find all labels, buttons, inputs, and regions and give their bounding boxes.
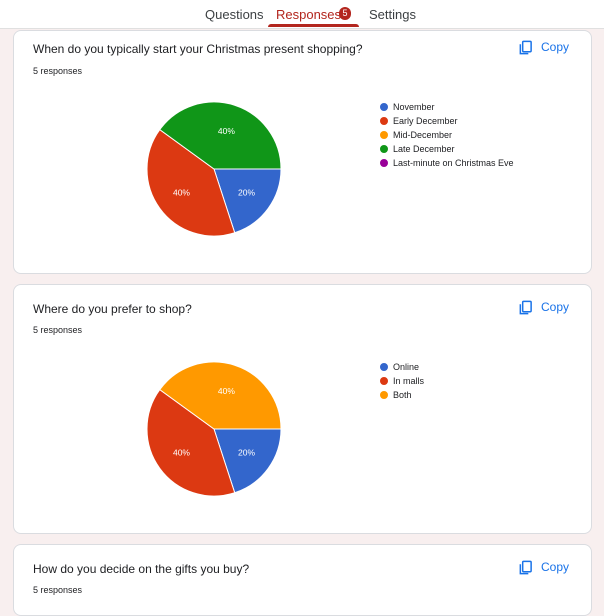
response-count: 5 responses <box>33 66 83 76</box>
response-count: 5 responses <box>33 325 83 335</box>
legend-swatch <box>380 391 388 399</box>
legend-swatch <box>380 103 388 111</box>
legend-swatch <box>380 363 388 371</box>
copy-icon <box>519 40 532 54</box>
legend-label: Late December <box>393 144 455 154</box>
pie-slice-both <box>159 361 282 430</box>
copy-chart-button[interactable]: Copy <box>518 298 578 316</box>
legend-item-online: Online <box>380 360 424 374</box>
copy-label: Copy <box>541 40 570 54</box>
top-tab-bar: Questions Responses 5 Settings <box>0 0 604 29</box>
tab-responses[interactable]: Responses <box>276 7 342 22</box>
legend-item-november: November <box>380 100 514 114</box>
legend-item-in-malls: In malls <box>380 374 424 388</box>
copy-icon <box>519 300 532 314</box>
legend-label: Both <box>393 390 412 400</box>
copy-chart-button[interactable]: Copy <box>518 38 578 56</box>
question-title: How do you decide on the gifts you buy? <box>33 562 250 576</box>
legend-label: In malls <box>393 376 425 386</box>
question-title: When do you typically start your Christm… <box>33 42 363 56</box>
pie-data-label-in-malls: 40% <box>173 448 190 458</box>
responses-count-badge: 5 <box>339 7 351 20</box>
pie-data-label-november: 20% <box>238 188 255 198</box>
pie-slice-early-december <box>146 128 236 237</box>
legend-label: November <box>393 102 435 112</box>
response-count: 5 responses <box>33 585 83 595</box>
pie-data-label-late-december: 40% <box>218 126 235 136</box>
question-card-2: Where do you prefer to shop? 5 responses… <box>13 284 592 534</box>
legend-item-late-december: Late December <box>380 142 514 156</box>
legend-swatch <box>380 131 388 139</box>
copy-label: Copy <box>541 560 570 574</box>
pie-slice-online <box>213 428 282 494</box>
question-title: Where do you prefer to shop? <box>33 302 192 316</box>
legend-item-early-december: Early December <box>380 114 514 128</box>
legend-item-last-minute-on-christmas-eve: Last-minute on Christmas Eve <box>380 156 514 170</box>
pie-data-label-online: 20% <box>238 448 255 458</box>
chart-legend: Online In malls Both <box>380 360 424 402</box>
legend-label: Mid-December <box>393 130 453 140</box>
active-tab-indicator <box>268 24 359 27</box>
pie-chart-shopping-start: 20% 40% 40% <box>146 101 282 237</box>
tab-settings[interactable]: Settings <box>369 7 416 22</box>
legend-swatch <box>380 117 388 125</box>
legend-swatch <box>380 145 388 153</box>
legend-swatch <box>380 159 388 167</box>
pie-slice-in-malls <box>146 388 236 497</box>
question-card-1: When do you typically start your Christm… <box>13 30 592 274</box>
legend-label: Online <box>393 362 420 372</box>
legend-item-both: Both <box>380 388 424 402</box>
pie-slice-late-december <box>159 101 282 170</box>
copy-chart-button[interactable]: Copy <box>518 558 578 576</box>
copy-icon <box>519 560 532 574</box>
pie-chart-shop-preference: 20% 40% 40% <box>146 361 282 497</box>
legend-label: Early December <box>393 116 458 126</box>
legend-item-mid-december: Mid-December <box>380 128 514 142</box>
legend-swatch <box>380 377 388 385</box>
question-card-3: How do you decide on the gifts you buy? … <box>13 544 592 616</box>
pie-slice-november <box>213 168 282 234</box>
pie-data-label-early-december: 40% <box>173 188 190 198</box>
tab-questions[interactable]: Questions <box>205 7 264 22</box>
copy-label: Copy <box>541 300 570 314</box>
chart-legend: November Early December Mid-December Late D… <box>380 100 514 170</box>
pie-data-label-both: 40% <box>218 386 235 396</box>
legend-label: Last-minute on Christmas Eve <box>393 158 514 168</box>
